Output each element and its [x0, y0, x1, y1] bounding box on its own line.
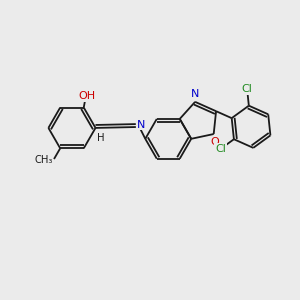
Text: Cl: Cl: [215, 144, 226, 154]
Text: N: N: [137, 120, 146, 130]
Text: N: N: [191, 88, 199, 99]
Text: OH: OH: [79, 91, 96, 101]
Text: CH₃: CH₃: [34, 155, 52, 166]
Text: O: O: [211, 137, 220, 147]
Text: Cl: Cl: [242, 84, 253, 94]
Text: H: H: [97, 133, 105, 143]
